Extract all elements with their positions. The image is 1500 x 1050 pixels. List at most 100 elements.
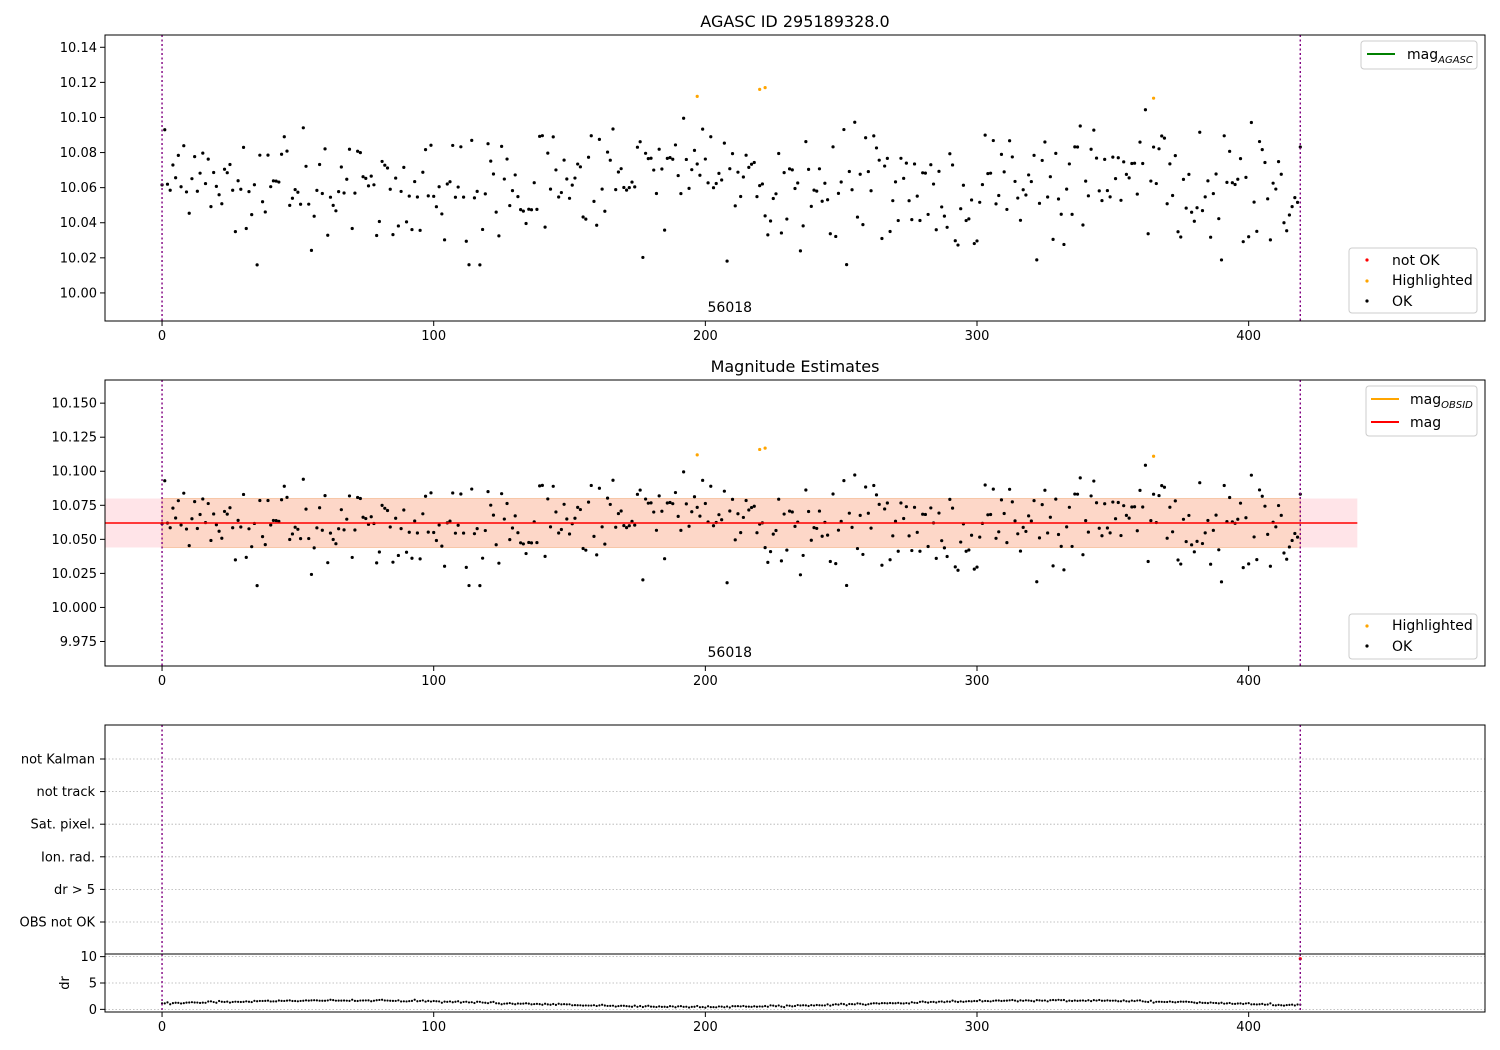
ok-point <box>1274 525 1278 529</box>
ok-point <box>698 514 702 518</box>
ok-point <box>1192 550 1196 554</box>
ok-point <box>627 186 631 190</box>
ok-point <box>407 530 411 534</box>
dr-point <box>899 1002 903 1005</box>
ok-point <box>1013 519 1017 523</box>
agasc-axes-frame <box>104 34 1486 322</box>
ok-point <box>201 151 205 155</box>
ok-point <box>513 514 517 518</box>
ok-point <box>858 172 862 176</box>
ok-point <box>763 214 767 218</box>
dr-point <box>432 999 435 1003</box>
x-tick-label: 200 <box>693 1020 718 1035</box>
ok-point <box>502 517 506 521</box>
dr-point <box>731 1004 734 1008</box>
ok-point <box>347 494 352 498</box>
highlighted-point <box>695 453 699 457</box>
dr-point <box>546 1003 549 1006</box>
ok-point <box>540 134 544 138</box>
ok-point <box>728 509 732 513</box>
ok-point <box>328 195 333 199</box>
dr-point <box>448 1000 452 1003</box>
ok-point <box>1092 479 1096 483</box>
dr-point <box>177 1001 180 1004</box>
ok-point <box>1005 541 1009 545</box>
dr-point <box>1103 999 1106 1002</box>
ok-point <box>953 565 957 569</box>
ok-point <box>217 529 221 533</box>
ok-point <box>690 168 694 172</box>
dr-point <box>853 1003 856 1006</box>
ok-point <box>1236 517 1240 521</box>
ok-point <box>948 152 952 156</box>
ok-point <box>1067 162 1071 166</box>
ok-point <box>1247 235 1251 239</box>
agasc-panel: AGASC ID 295189328.0 56018 0 100 200 300 400… <box>60 12 1486 344</box>
dr-point <box>465 1000 468 1003</box>
dr-point <box>1046 1000 1049 1003</box>
dr-point <box>467 1001 471 1004</box>
ok-point <box>250 545 254 549</box>
ok-point <box>521 542 525 546</box>
ok-point <box>907 534 911 538</box>
ok-point <box>1073 145 1077 149</box>
ok-point <box>524 551 528 556</box>
ok-point <box>690 510 694 514</box>
ok-point <box>975 565 979 569</box>
ok-point <box>790 510 794 514</box>
dr-point <box>497 1002 500 1005</box>
dr-point <box>796 1003 799 1007</box>
ok-point <box>1037 201 1042 205</box>
ok-point <box>891 534 895 538</box>
dr-point <box>1201 1001 1204 1004</box>
ok-point <box>787 509 792 513</box>
dr-point <box>1130 999 1133 1002</box>
ok-point <box>820 534 824 538</box>
ok-point <box>744 498 748 503</box>
ok-point <box>809 538 813 542</box>
y-tick-label: 10.125 <box>52 431 98 446</box>
ok-point <box>500 144 504 148</box>
dr-point <box>1084 999 1087 1003</box>
ok-point <box>516 531 520 535</box>
dr-point <box>927 1001 930 1004</box>
legend-highlighted-label-2: Highlighted <box>1392 618 1473 634</box>
ok-point <box>1282 221 1286 225</box>
ok-point <box>1257 488 1262 492</box>
ok-point <box>1048 515 1052 519</box>
ok-point <box>529 541 534 545</box>
dr-point <box>883 1002 886 1005</box>
dr-point <box>1179 1000 1182 1003</box>
y-tick-label: 10 <box>80 950 97 965</box>
ok-point <box>986 513 990 517</box>
ok-point <box>1214 513 1218 517</box>
ok-point <box>991 487 995 491</box>
ok-point <box>1203 531 1207 535</box>
dr-point <box>894 1002 897 1005</box>
ok-point <box>353 528 357 532</box>
ok-point <box>399 189 403 194</box>
ok-point <box>1290 205 1294 209</box>
ok-point <box>1021 188 1025 192</box>
ok-point <box>804 488 808 492</box>
dr-point <box>1062 998 1066 1002</box>
dr-point <box>272 1000 275 1003</box>
dr-point <box>750 1005 753 1008</box>
ok-point <box>885 501 889 505</box>
ok-point <box>290 196 295 200</box>
ok-point <box>597 137 602 141</box>
ok-point <box>182 144 186 148</box>
ok-point <box>1111 500 1115 504</box>
ok-point <box>394 516 398 520</box>
dr-point <box>611 1004 615 1007</box>
ok-point <box>1086 194 1090 198</box>
ok-point <box>480 227 485 232</box>
ok-point <box>1016 196 1020 200</box>
y-tick-label: 10.08 <box>60 146 97 161</box>
dr-point <box>266 999 270 1002</box>
ok-point <box>603 209 607 213</box>
ok-point <box>717 513 721 517</box>
highlighted-point <box>1151 96 1156 100</box>
ok-point <box>334 542 338 546</box>
dr-point <box>484 1001 487 1004</box>
